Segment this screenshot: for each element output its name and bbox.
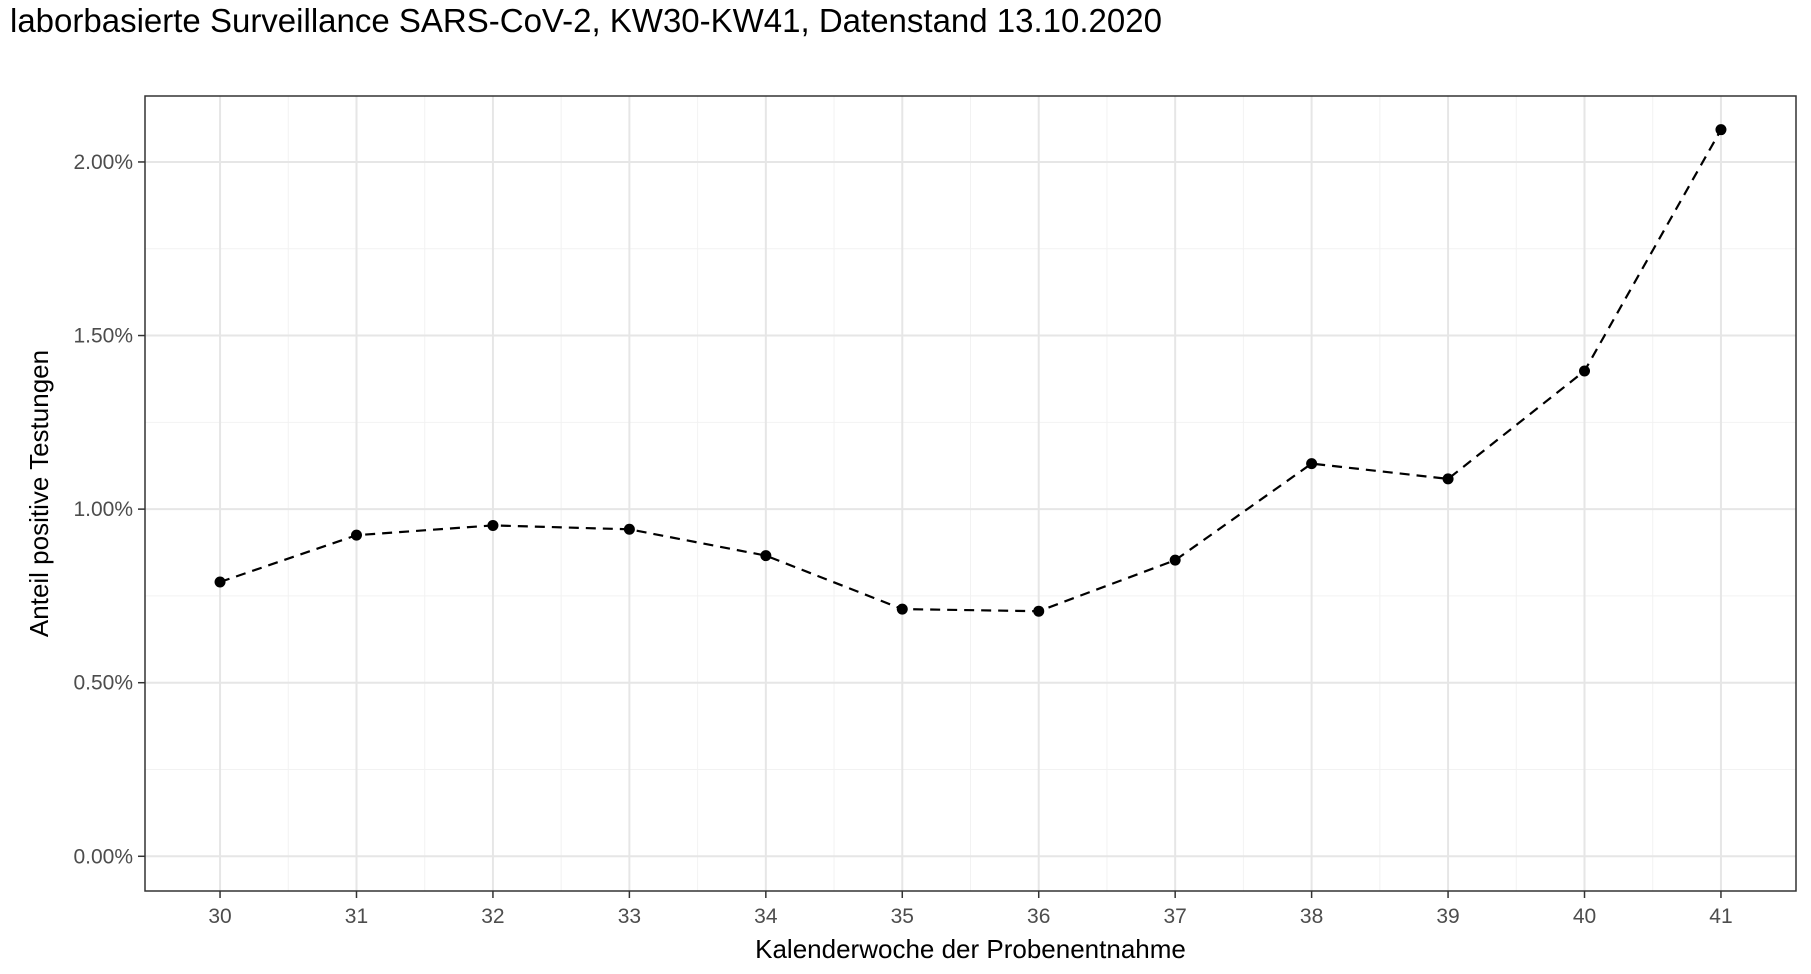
data-point	[896, 603, 908, 615]
y-tick-label: 1.00%	[73, 498, 133, 521]
x-axis-ticks: 30 31 32 33 34 35 36 37 38 39 40 41	[208, 891, 1733, 928]
y-tick-label: 0.50%	[73, 672, 133, 695]
minor-gridlines	[145, 96, 1796, 891]
x-tick-label: 40	[1573, 905, 1596, 928]
chart-title: laborbasierte Surveillance SARS-CoV-2, K…	[10, 2, 1162, 39]
x-tick-label: 41	[1709, 905, 1732, 928]
x-tick-label: 37	[1163, 905, 1186, 928]
major-gridlines	[145, 96, 1796, 891]
data-points	[214, 124, 1727, 617]
data-point	[623, 523, 635, 535]
y-tick-label: 0.00%	[73, 845, 133, 868]
data-point	[760, 550, 772, 562]
data-point	[350, 529, 362, 541]
data-point	[1306, 458, 1318, 470]
x-tick-label: 38	[1300, 905, 1323, 928]
data-point	[1033, 605, 1045, 617]
x-tick-label: 36	[1027, 905, 1050, 928]
data-point	[1579, 365, 1591, 377]
series-polyline	[219, 129, 1722, 613]
plot-panel-border	[144, 95, 1797, 892]
y-axis-ticks: 0.00% 0.50% 1.00% 1.50% 2.00%	[73, 151, 145, 868]
y-tick-label: 2.00%	[73, 151, 133, 174]
x-tick-label: 30	[208, 905, 231, 928]
x-tick-label: 34	[754, 905, 778, 928]
data-point	[214, 576, 226, 588]
x-tick-label: 35	[891, 905, 914, 928]
x-tick-label: 32	[481, 905, 504, 928]
data-point	[1715, 124, 1727, 136]
data-point	[487, 519, 499, 531]
x-tick-label: 33	[618, 905, 641, 928]
x-tick-label: 39	[1436, 905, 1459, 928]
y-axis-title: Anteil positive Testungen	[24, 350, 54, 637]
x-tick-label: 31	[345, 905, 368, 928]
data-point	[1442, 473, 1454, 485]
x-axis-title: Kalenderwoche der Probenentnahme	[755, 934, 1186, 964]
y-tick-label: 1.50%	[73, 325, 133, 348]
series-line	[219, 129, 1722, 613]
data-point	[1169, 554, 1181, 566]
